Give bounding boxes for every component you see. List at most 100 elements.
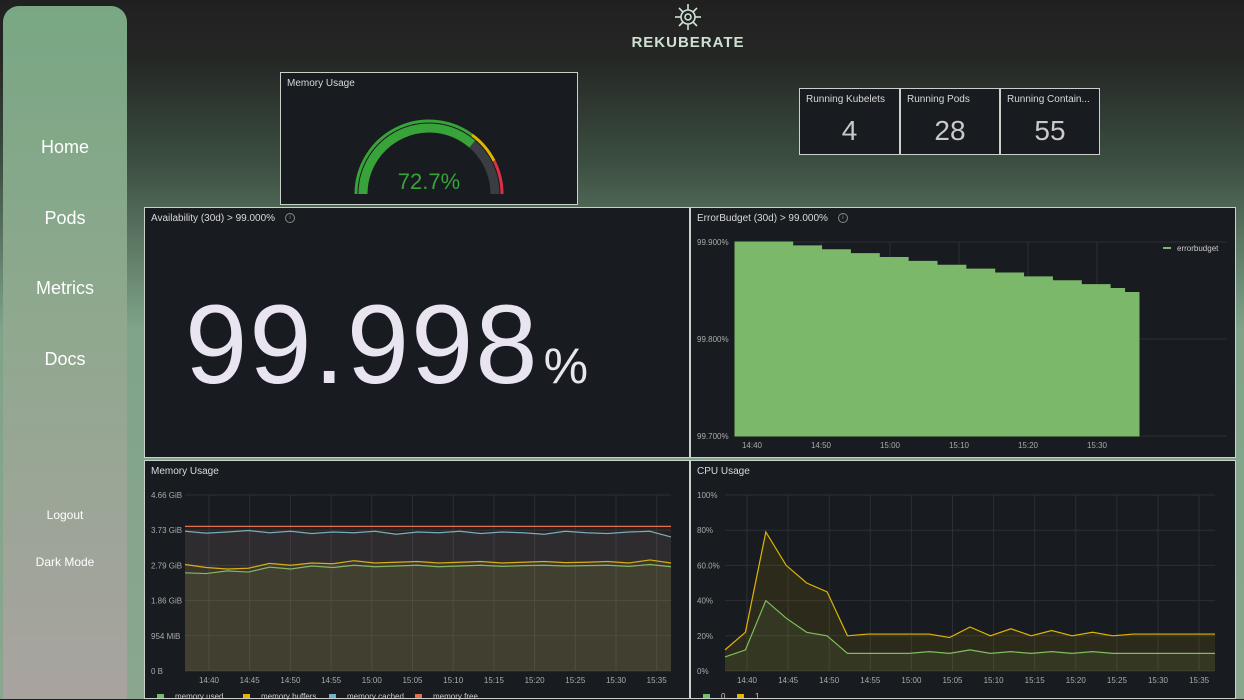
legend-label: memory buffers (261, 692, 316, 700)
x-tick-label: 15:00 (362, 676, 383, 685)
nav-pods[interactable]: Pods (44, 208, 86, 228)
legend-label: memory used (175, 692, 223, 700)
nav-docs[interactable]: Docs (44, 349, 86, 369)
legend-label: memory free (433, 692, 478, 700)
y-tick-label: 80% (697, 526, 713, 535)
x-tick-label: 15:20 (1018, 441, 1039, 450)
legend-swatch (329, 694, 336, 698)
x-tick-label: 15:25 (565, 676, 586, 685)
brand-name: REKUBERATE (631, 34, 745, 51)
x-tick-label: 15:15 (484, 676, 505, 685)
panel-title-text: ErrorBudget (30d) > 99.000% (697, 213, 828, 224)
y-tick-label: 60.0% (697, 561, 720, 570)
stat-running-containers: Running Contain... 55 (1000, 88, 1100, 155)
y-tick-label: 2.79 GiB (151, 561, 182, 570)
virus-logo-icon (675, 4, 701, 30)
x-tick-label: 15:10 (443, 676, 464, 685)
y-tick-label: 100% (697, 491, 717, 500)
error-budget-chart: 99.900% 99.800% 99.700% 14:40 14:50 15:00 15:1… (697, 238, 1227, 450)
errorbudget-area (734, 241, 1140, 437)
x-tick-label: 15:00 (880, 441, 901, 450)
stat-value: 4 (841, 115, 858, 146)
y-tick-label: 99.800% (697, 335, 729, 344)
memory-usage-panel: Memory Usage 4.66 GiB 3.73 GiB 2.79 GiB 1.8… (144, 460, 690, 700)
panel-title: Memory Usage (287, 78, 355, 89)
legend-swatch (703, 694, 710, 698)
x-tick-label: 14:45 (240, 676, 261, 685)
legend-label: errorbudget (1177, 244, 1219, 253)
gauge-threshold-warn (470, 133, 496, 162)
info-icon[interactable]: i (285, 213, 296, 224)
memory-gauge-panel: Memory Usage 72.7% (280, 72, 578, 205)
series-line (184, 529, 672, 538)
y-tick-label: 99.900% (697, 238, 729, 247)
panel-title: CPU Usage (697, 466, 750, 477)
brand-logo[interactable]: REKUBERATE (630, 2, 746, 51)
series-area (185, 526, 671, 671)
availability-panel: Availability (30d) > 99.000% i 99.998% (144, 207, 690, 458)
stat-value: 28 (934, 115, 966, 146)
nav-home[interactable]: Home (40, 137, 89, 157)
y-tick-label: 20% (697, 632, 713, 641)
availability-value: 99.998% (185, 280, 590, 409)
panel-title: ErrorBudget (30d) > 99.000% i (697, 213, 848, 224)
x-tick-label: 14:40 (199, 676, 220, 685)
x-tick-label: 14:40 (742, 441, 763, 450)
dark-mode-toggle[interactable]: Dark Mode (35, 555, 95, 569)
panel-title-text: Availability (30d) > 99.000% (151, 213, 276, 224)
nav-metrics[interactable]: Metrics (36, 278, 94, 298)
logout-button[interactable]: Logout (46, 508, 84, 522)
y-tick-label: 3.73 GiB (151, 526, 182, 535)
x-tick-label: 15:20 (1066, 676, 1087, 685)
x-tick-label: 15:30 (1087, 441, 1108, 450)
stat-title: Running Contain... (1007, 94, 1090, 105)
x-tick-label: 15:00 (901, 676, 922, 685)
x-tick-label: 14:55 (321, 676, 342, 685)
x-tick-label: 15:05 (942, 676, 963, 685)
y-tick-label: 0 B (151, 667, 163, 676)
legend-swatch (415, 694, 422, 698)
series-area (185, 530, 671, 671)
series-line (724, 599, 1215, 658)
sidebar: Home Pods Metrics Docs Logout Dark Mode (3, 6, 127, 699)
x-tick-label: 15:10 (984, 676, 1005, 685)
gauge-fill (358, 123, 476, 195)
y-tick-label: 0% (697, 667, 709, 676)
availability-unit: % (543, 338, 591, 394)
legend-label: 0 (721, 692, 726, 700)
y-tick-label: 4.66 GiB (151, 491, 182, 500)
x-tick-label: 14:55 (860, 676, 881, 685)
memory-gauge (354, 119, 504, 195)
legend-swatch (243, 694, 250, 698)
y-tick-label: 99.700% (697, 432, 729, 441)
series-line (724, 530, 1215, 651)
series-area (185, 559, 671, 671)
stat-title: Running Pods (907, 94, 970, 105)
x-tick-label: 14:50 (811, 441, 832, 450)
y-tick-label: 954 MiB (151, 632, 180, 641)
legend-label: 1 (755, 692, 760, 700)
legend-swatch (157, 694, 164, 698)
x-tick-label: 15:15 (1025, 676, 1046, 685)
series-area (185, 564, 671, 671)
x-tick-label: 15:30 (1148, 676, 1169, 685)
gauge-threshold-crit (492, 160, 504, 195)
series-area (725, 531, 1215, 671)
memory-usage-chart: 4.66 GiB 3.73 GiB 2.79 GiB 1.86 GiB 954 MiB 0… (151, 491, 672, 700)
x-tick-label: 14:50 (280, 676, 301, 685)
y-tick-label: 1.86 GiB (151, 597, 182, 606)
x-tick-label: 14:50 (819, 676, 840, 685)
info-icon[interactable]: i (837, 213, 848, 224)
availability-number: 99.998 (185, 282, 540, 407)
error-budget-panel: ErrorBudget (30d) > 99.000% i 99.900% 99.8… (690, 207, 1236, 458)
legend-swatch (737, 694, 744, 698)
gauge-value: 72.7% (397, 169, 461, 194)
cpu-usage-chart: 100% 80% 60.0% 40% 20% 0% 14:40 14:45 14:50 14:55… (697, 491, 1215, 700)
legend-label: memory cached (347, 692, 404, 700)
x-tick-label: 15:10 (949, 441, 970, 450)
series-line (184, 559, 672, 570)
x-tick-label: 15:30 (606, 676, 627, 685)
x-tick-label: 15:20 (525, 676, 546, 685)
panel-title: Memory Usage (151, 466, 219, 477)
x-tick-label: 14:45 (778, 676, 799, 685)
